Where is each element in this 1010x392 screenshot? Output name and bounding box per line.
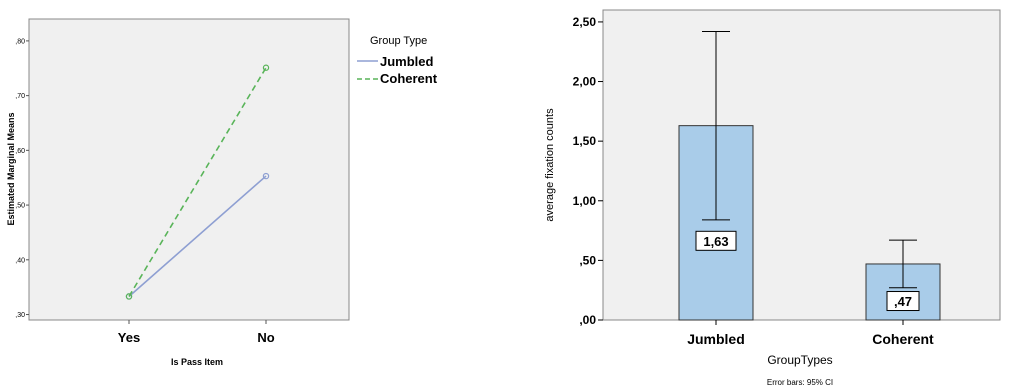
legend-title: Group Type: [370, 35, 427, 47]
line-plot-area: [28, 18, 350, 321]
bar-value-label-box: [695, 230, 737, 251]
line-x-tick-label: Yes: [118, 330, 140, 345]
line-y-tick-label: ,50: [15, 203, 25, 210]
line-y-tick-label: ,30: [15, 312, 25, 319]
line-x-ticks: Yes No: [118, 320, 275, 345]
line-y-tick-label: ,40: [15, 257, 25, 264]
bars: 1,63 ,47: [678, 30, 941, 321]
bar-footnote: Error bars: 95% CI: [767, 378, 833, 387]
series-point-jumbled: [262, 172, 270, 180]
line-y-tick-label: ,80: [15, 38, 25, 45]
line-y-ticks: ,30 ,40 ,50 ,60 ,70 ,80: [15, 38, 29, 319]
bar-x-tick-label: Jumbled: [687, 331, 745, 347]
bar-value-label-box: [886, 291, 920, 312]
line-x-tick-label: No: [257, 330, 274, 345]
bar-x-axis-label: GroupTypes: [767, 353, 832, 367]
bar-y-tick-label: ,00: [579, 313, 596, 327]
bar-value-label: ,47: [894, 294, 912, 309]
series-point-coherent: [125, 293, 133, 300]
bar-y-axis-label: average fixation counts: [544, 108, 556, 222]
line-legend: Group Type Jumbled Coherent: [357, 35, 438, 86]
line-y-tick-label: ,60: [15, 148, 25, 155]
bar-value-label: 1,63: [703, 234, 728, 249]
bar-y-tick-label: 2,00: [573, 75, 597, 89]
legend-label-jumbled: Jumbled: [380, 54, 434, 69]
bar-y-ticks: ,00 ,50 1,00 1,50 2,00 2,50: [573, 15, 603, 327]
line-chart: ,30 ,40 ,50 ,60 ,70 ,80 Yes No Estimated Margi…: [6, 18, 438, 367]
bar-y-tick-label: 1,00: [573, 194, 597, 208]
series-point-coherent: [262, 64, 270, 71]
bar-x-ticks: Jumbled Coherent: [687, 320, 934, 347]
line-x-axis-label: Is Pass Item: [171, 357, 223, 367]
line-series: [125, 64, 270, 300]
bar-y-tick-label: 1,50: [573, 134, 597, 148]
legend-label-coherent: Coherent: [380, 71, 438, 86]
bar-y-tick-label: 2,50: [573, 15, 597, 29]
line-y-axis-label: Estimated Marginal Means: [6, 112, 16, 225]
bar-y-tick-label: ,50: [579, 253, 596, 267]
bar-x-tick-label: Coherent: [872, 331, 934, 347]
line-y-tick-label: ,70: [15, 93, 25, 100]
series-line-coherent: [128, 67, 267, 297]
bar-chart: ,00 ,50 1,00 1,50 2,00 2,50 1,63 ,47 Jumbled Co…: [544, 9, 1001, 387]
series-line-jumbled: [128, 175, 267, 298]
